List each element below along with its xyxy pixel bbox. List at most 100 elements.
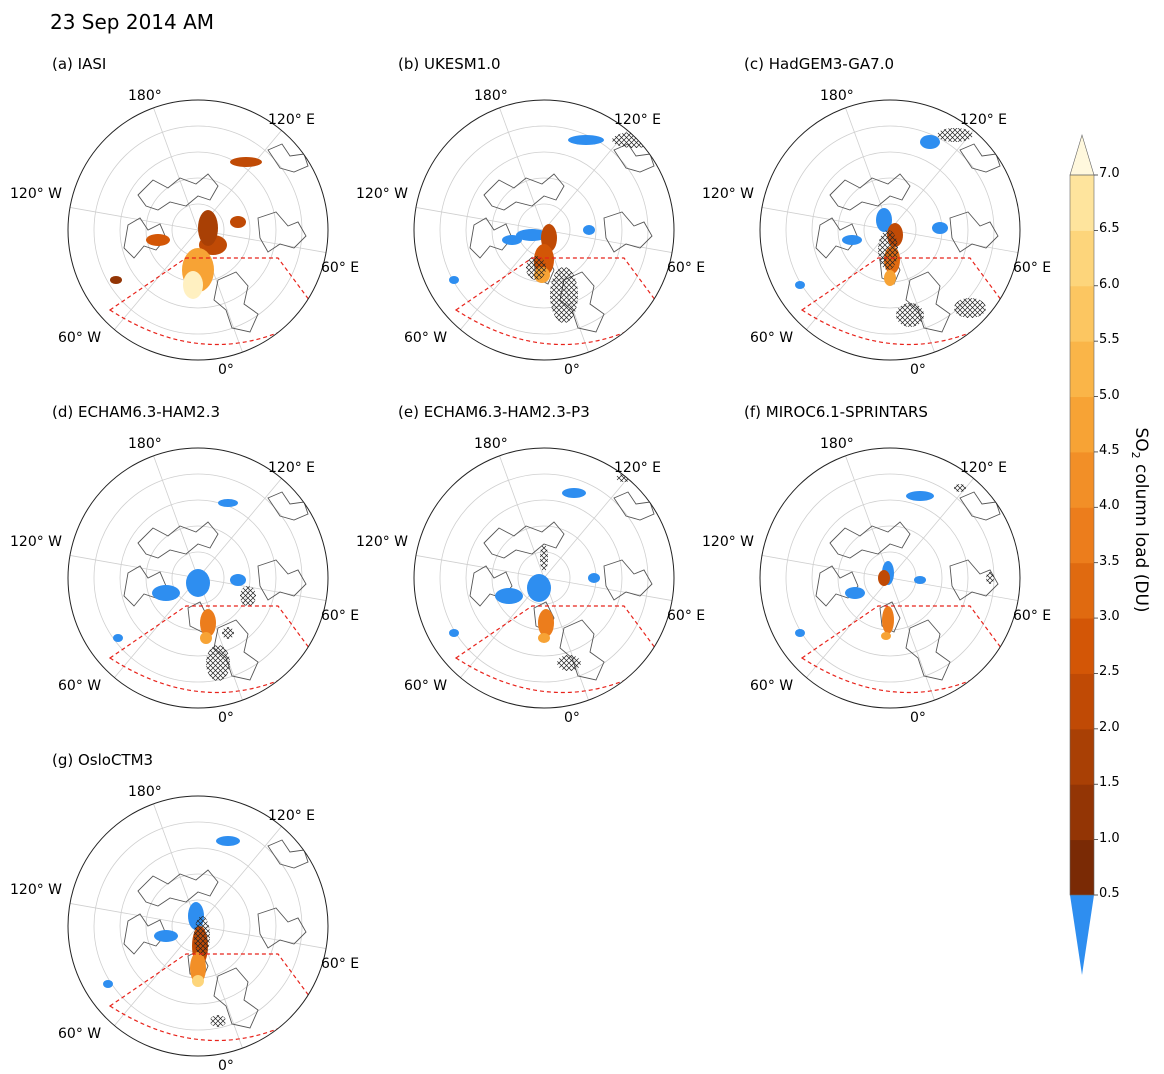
meridian-line: [543, 577, 589, 701]
meridian-line: [499, 455, 545, 579]
hatched-region: [240, 586, 256, 606]
so2-low-region: [113, 634, 123, 642]
colorbar-segment: [1070, 285, 1094, 342]
study-region-sector: [108, 257, 319, 346]
longitude-label: 120° W: [10, 534, 63, 550]
so2-low-region: [495, 588, 523, 604]
map-boundary: [67, 447, 329, 709]
meridian-line: [197, 478, 282, 579]
hatched-region: [954, 484, 966, 492]
map-content: [69, 107, 327, 353]
longitude-label: 60° W: [750, 678, 794, 694]
hatched-region: [206, 645, 230, 681]
longitude-label: 0°: [910, 710, 926, 726]
coastline: [959, 491, 1001, 521]
map-boundary: [413, 99, 675, 361]
map-boundary: [67, 795, 329, 1057]
so2-low-region: [876, 208, 892, 232]
map-content: [415, 455, 673, 701]
coastline: [267, 491, 309, 521]
longitude-label: 180°: [820, 436, 854, 452]
so2-low-region: [230, 574, 246, 586]
colorbar-tick-label: 2.5: [1099, 664, 1120, 680]
so2-low-region: [795, 629, 805, 637]
so2-plume: [192, 975, 204, 987]
colorbar-label: SO2 column load (DU): [1128, 427, 1152, 613]
so2-low-region: [449, 276, 459, 284]
panel-c-title: (c) HadGEM3-GA7.0: [744, 55, 894, 73]
latitude-circle: [811, 151, 969, 309]
meridian-line: [806, 229, 891, 330]
colorbar-segment: [1070, 618, 1094, 674]
meridian-line: [889, 130, 974, 231]
coastline: [613, 143, 655, 173]
meridian-line: [69, 903, 199, 927]
longitude-label: 120° E: [268, 808, 316, 824]
colorbar-over-triangle: [1069, 133, 1095, 176]
colorbar-tick-label: 1.5: [1099, 775, 1120, 791]
meridian-line: [460, 229, 545, 330]
so2-low-region: [186, 569, 210, 597]
map-panel-b: [413, 99, 675, 361]
map-boundary: [759, 99, 1021, 361]
map-boundary: [759, 447, 1021, 709]
colorbar-segment: [1070, 784, 1094, 841]
study-region-sector: [454, 257, 665, 346]
longitude-label: 180°: [128, 436, 162, 452]
longitude-label: 60° W: [404, 678, 448, 694]
coastline: [603, 211, 653, 253]
hatched-region: [210, 1015, 226, 1027]
colorbar-under-triangle: [1070, 895, 1094, 975]
hatched-region: [896, 303, 924, 327]
latitude-circle: [93, 473, 303, 683]
longitude-label: 60° W: [58, 330, 102, 346]
so2-plume: [538, 633, 550, 643]
so2-low-region: [568, 135, 604, 145]
meridian-line: [806, 577, 891, 678]
so2-plume: [881, 632, 891, 640]
coastline: [137, 869, 219, 907]
map-boundary: [413, 447, 675, 709]
colorbar-tick-label: 3.0: [1099, 609, 1120, 625]
so2-plume: [110, 276, 122, 284]
coastline: [559, 619, 605, 681]
so2-low-region: [449, 629, 459, 637]
meridian-line: [69, 555, 199, 579]
meridian-line: [761, 555, 891, 579]
latitude-circle: [465, 499, 623, 657]
map-panel-e: [413, 447, 675, 709]
map-content: [761, 107, 1019, 353]
longitude-label: 60° E: [321, 260, 360, 276]
coastline: [879, 601, 901, 633]
coastline: [257, 211, 307, 253]
study-region-sector: [108, 953, 319, 1042]
longitude-label: 180°: [820, 88, 854, 104]
colorbar-tick-label: 1.0: [1099, 830, 1120, 846]
longitude-label: 60° W: [58, 678, 102, 694]
colorbar-segment: [1070, 673, 1094, 730]
coastline: [603, 559, 653, 601]
longitude-label: 0°: [218, 1058, 234, 1074]
meridian-line: [889, 577, 935, 701]
colorbar-segment: [1070, 562, 1094, 619]
meridian-line: [153, 803, 199, 927]
so2-low-region: [932, 222, 948, 234]
so2-plume: [183, 271, 203, 299]
coastline: [613, 491, 655, 521]
map-content: [69, 803, 327, 1049]
meridian-line: [153, 455, 199, 579]
longitude-label: 120° W: [356, 534, 409, 550]
colorbar-segment: [1070, 728, 1094, 785]
coastline: [483, 173, 565, 211]
coastline: [815, 565, 859, 607]
hatched-region: [878, 230, 898, 270]
hatched-region: [557, 655, 581, 671]
latitude-circle: [93, 125, 303, 335]
meridian-line: [845, 455, 891, 579]
colorbar-segment: [1070, 451, 1094, 508]
meridian-line: [543, 130, 628, 231]
coastline: [213, 271, 259, 333]
longitude-label: 60° E: [1013, 260, 1052, 276]
meridian-line: [153, 107, 199, 231]
panel-b-title: (b) UKESM1.0: [398, 55, 501, 73]
